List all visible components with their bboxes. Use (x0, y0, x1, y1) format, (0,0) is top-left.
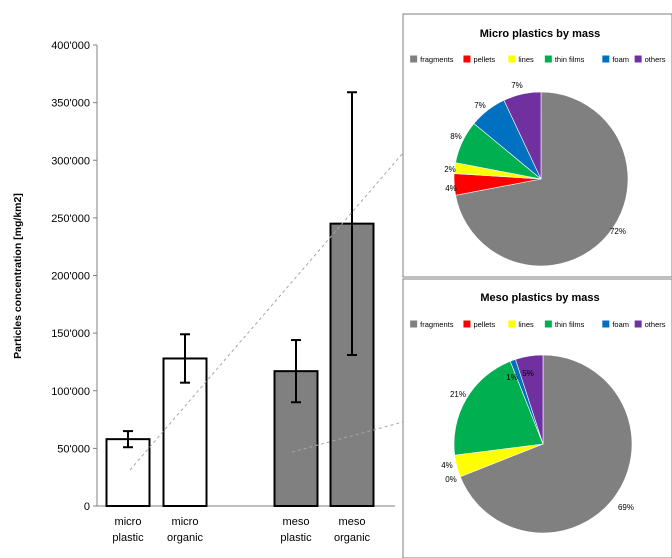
x-tick-label: plastic (112, 532, 144, 544)
y-tick-label: 50'000 (57, 443, 90, 455)
pie-slice-fragments (459, 354, 633, 534)
pie-data-label: 5% (522, 369, 534, 378)
pie-data-label: 0% (445, 475, 457, 484)
y-tick-label: 200'000 (51, 271, 90, 283)
x-tick-label: micro (115, 516, 142, 528)
legend-swatch (634, 320, 642, 328)
bar-micro-plastic (105, 438, 151, 507)
pie-slice-thin-films (453, 360, 544, 456)
legend-label: lines (518, 320, 534, 329)
legend-label: lines (518, 55, 534, 64)
bar-chart: 0 50'000 100'000 150'000 200'000 250'000 300'0… (12, 40, 395, 544)
pie-slice-others (515, 354, 544, 445)
x-tick-label: meso (283, 516, 310, 528)
legend-swatch (463, 55, 471, 63)
pie-data-label: 7% (511, 81, 523, 90)
legend-label: foam (612, 320, 629, 329)
legend-swatch (544, 320, 552, 328)
pie-data-label: 8% (450, 132, 462, 141)
legend-swatch (634, 55, 642, 63)
micro-pie-title: Micro plastics by mass (480, 28, 600, 40)
legend-label: fragments (420, 55, 454, 64)
x-tick-label: organic (167, 532, 204, 544)
pie-slice-others (503, 91, 542, 180)
legend-swatch (410, 320, 418, 328)
pie-data-label: 21% (450, 390, 466, 399)
pie-data-label: 1% (506, 373, 518, 382)
legend-label: thin films (555, 55, 585, 64)
legend-swatch (544, 55, 552, 63)
legend-swatch (508, 55, 516, 63)
pie-data-label: 7% (474, 101, 486, 110)
x-tick-group: micro plastic micro organic meso plastic meso o… (112, 516, 370, 544)
legend-label: pellets (473, 320, 495, 329)
micro-pie-legend: fragments pellets lines thin films foam other… (410, 55, 666, 64)
x-tick-label: meso (339, 516, 366, 528)
legend-label: pellets (473, 55, 495, 64)
legend-label: thin films (555, 320, 585, 329)
y-tick-label: 400'000 (51, 40, 90, 52)
legend-swatch (410, 55, 418, 63)
legend-label: fragments (420, 320, 454, 329)
y-tick-label: 100'000 (51, 386, 90, 398)
legend-swatch (508, 320, 516, 328)
micro-plastics-pie-panel: Micro plastics by mass fragments pellets l… (402, 13, 672, 278)
legend-swatch (602, 55, 610, 63)
y-tick-label: 250'000 (51, 213, 90, 225)
meso-plastics-pie-panel: Meso plastics by mass fragments pellets li… (402, 278, 672, 558)
x-tick-label: micro (172, 516, 199, 528)
y-tick-group: 0 50'000 100'000 150'000 200'000 250'000 300'0… (51, 40, 97, 513)
y-tick-label: 300'000 (51, 155, 90, 167)
y-tick-label: 0 (84, 501, 90, 513)
legend-swatch (602, 320, 610, 328)
bar-group (105, 222, 375, 508)
meso-pie-title: Meso plastics by mass (480, 292, 599, 304)
legend-label: others (645, 320, 666, 329)
pie-data-label: 4% (441, 461, 453, 470)
y-tick-label: 150'000 (51, 328, 90, 340)
micro-pie: 72% 4% 2% 8% 7% 7% (444, 81, 629, 267)
meso-pie: 69% 0% 4% 21% 1% 5% (441, 354, 634, 534)
pie-data-label: 4% (445, 184, 457, 193)
legend-label: others (645, 55, 666, 64)
pie-data-label: 69% (618, 503, 634, 512)
callout-line-micro (129, 152, 404, 471)
legend-swatch (463, 320, 471, 328)
meso-pie-legend: fragments pellets lines thin films foam other… (410, 320, 666, 329)
legend-label: foam (612, 55, 629, 64)
callout-line-meso (291, 421, 404, 453)
y-tick-label: 350'000 (51, 98, 90, 110)
x-tick-label: plastic (280, 532, 312, 544)
pie-data-label: 72% (610, 227, 626, 236)
x-tick-label: organic (334, 532, 371, 544)
y-axis-label: Particles concentration [mg/km2] (12, 193, 24, 359)
pie-slice-fragments (455, 91, 629, 267)
pie-data-label: 2% (444, 165, 456, 174)
error-bar-group (123, 91, 357, 449)
